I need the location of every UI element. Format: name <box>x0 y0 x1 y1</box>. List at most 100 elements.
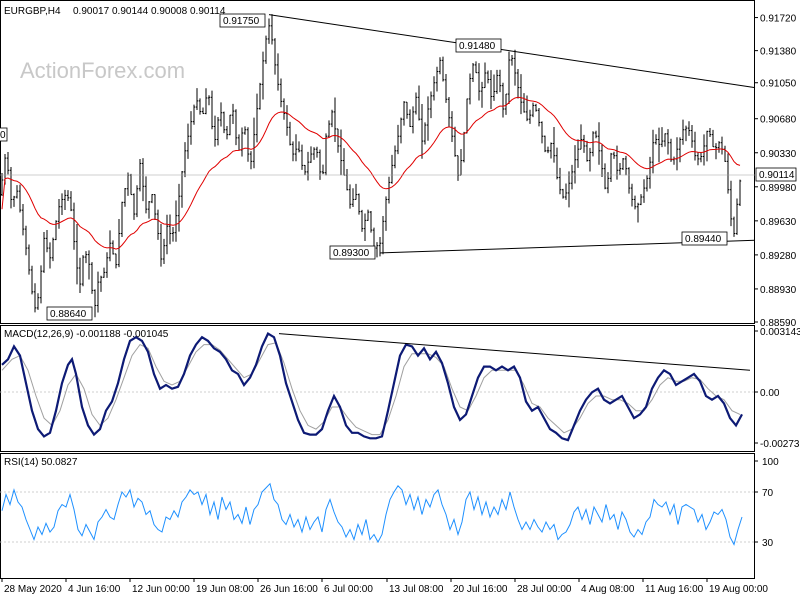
ohlc-bar <box>549 142 553 159</box>
x-tick-label: 11 Aug 16:00 <box>645 584 704 595</box>
ohlc-bar <box>117 219 121 268</box>
ohlc-bar <box>714 143 718 160</box>
ohlc-bar <box>198 98 202 115</box>
ohlc-bar <box>558 167 562 195</box>
x-tick-label: 26 Jun 16:00 <box>260 584 318 595</box>
ohlc-bar <box>666 129 670 155</box>
ohlc-bar <box>93 289 97 318</box>
ohlc-bar <box>564 183 568 200</box>
ohlc-bar <box>642 179 646 203</box>
current-price-label: 0.90114 <box>759 170 795 181</box>
ohlc-bar <box>228 114 232 136</box>
ohlc-bar <box>726 153 730 194</box>
ohlc-bar <box>234 109 238 146</box>
ohlc-bar <box>354 183 358 200</box>
svg-text:0.00: 0.00 <box>760 388 780 399</box>
ohlc-bar <box>654 134 658 145</box>
ohlc-bar <box>612 151 616 159</box>
ohlc-bar <box>156 209 160 240</box>
ohlc-bar <box>135 185 139 218</box>
ohlc-bar <box>351 188 355 207</box>
ohlc-bar <box>180 170 184 208</box>
svg-text:0.91750: 0.91750 <box>223 16 260 27</box>
ohlc-bar <box>735 198 739 235</box>
ohlc-bar <box>594 130 598 139</box>
ohlc-bar <box>390 154 394 184</box>
ohlc-bar <box>648 156 652 189</box>
ohlc-bar <box>201 107 205 115</box>
ohlc-bar <box>717 141 721 153</box>
ohlc-bar <box>36 293 40 310</box>
ohlc-bar <box>591 131 595 157</box>
moving-average-line <box>1 96 741 250</box>
ohlc-bar <box>504 93 508 115</box>
ohlc-bar <box>63 189 67 211</box>
ohlc-bar <box>699 152 703 163</box>
svg-text:30: 30 <box>762 538 774 549</box>
ohlc-bar <box>189 111 193 145</box>
ohlc-bar <box>603 163 607 190</box>
ohlc-bar <box>39 265 43 304</box>
ohlc-bar <box>90 262 94 294</box>
ohlc-bar <box>339 129 343 176</box>
ohlc-bar <box>639 194 643 206</box>
ohlc-bar <box>363 213 367 241</box>
ohlc-bar <box>555 147 559 180</box>
ohlc-bar <box>633 195 637 210</box>
ohlc-bar <box>105 252 109 278</box>
ohlc-bar <box>270 14 274 45</box>
price-tick-label: 0.89630 <box>760 217 797 228</box>
ohlc-bar <box>171 226 175 242</box>
ohlc-bar <box>582 134 586 153</box>
ohlc-bar <box>417 85 421 121</box>
callout-low-2: 0.89440 <box>681 231 728 246</box>
ohlc-bar <box>108 230 112 262</box>
ohlc-bar <box>483 62 487 89</box>
ohlc-bar <box>369 210 373 233</box>
ohlc-bar <box>435 66 439 92</box>
ohlc-bar <box>393 145 397 169</box>
x-tick-label: 19 Jun 08:00 <box>196 584 254 595</box>
ohlc-bar <box>678 137 682 163</box>
callout-partial: 0 <box>0 127 8 142</box>
ohlc-bar <box>495 69 499 94</box>
ohlc-bar <box>630 183 634 207</box>
ohlc-bar <box>498 69 502 93</box>
ohlc-bar <box>312 147 316 160</box>
ohlc-bar <box>243 126 247 135</box>
ohlc-bar <box>75 223 79 285</box>
ohlc-bar <box>450 111 454 142</box>
ohlc-bar <box>681 119 685 145</box>
rsi-line <box>1 482 743 546</box>
ohlc-bar <box>48 242 52 269</box>
ohlc-bar <box>144 176 148 214</box>
ohlc-bar <box>537 108 541 127</box>
x-tick-label: 28 May 2020 <box>4 584 62 595</box>
ohlc-bar <box>636 202 640 223</box>
ohlc-bar <box>663 133 667 147</box>
ohlc-bar <box>303 164 307 176</box>
ohlc-bar <box>165 214 169 255</box>
ohlc-bar <box>255 93 259 143</box>
ohlc-bar <box>570 164 574 190</box>
ohlc-bar <box>522 93 526 113</box>
ohlc-bar <box>696 152 700 166</box>
watermark: ActionForex.com <box>20 58 185 83</box>
ohlc-bar <box>204 88 208 115</box>
ohlc-bar <box>453 126 457 157</box>
ohlc-bar <box>432 76 436 101</box>
ohlc-bar <box>24 225 28 256</box>
ohlc-bar <box>468 73 472 105</box>
ohlc-bar <box>402 101 406 126</box>
ohlc-bar <box>150 194 154 204</box>
ohlc-bar <box>588 147 592 172</box>
ohlc-bar <box>72 202 76 250</box>
ohlc-bar <box>162 238 166 264</box>
ohlc-bar <box>360 209 364 232</box>
callout-low-1: 0.89300 <box>329 245 376 260</box>
ohlc-bar <box>102 267 106 278</box>
ohlc-bar <box>708 127 712 137</box>
ohlc-bar <box>147 201 151 219</box>
macd-y-axis: 0.003143 0.00 -0.002737 <box>754 327 800 450</box>
ohlc-bar <box>78 257 82 293</box>
